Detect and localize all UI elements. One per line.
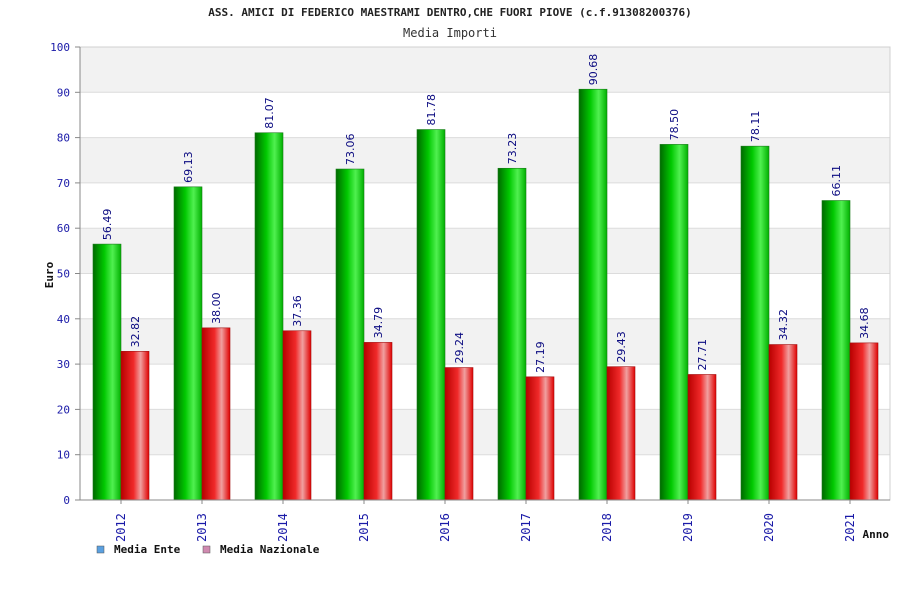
bar-media-nazionale-2014 bbox=[282, 330, 312, 501]
x-tick-label: 2017 bbox=[519, 513, 533, 542]
x-axis: 2012 2013 2014 2015 2016 2017 2018 2019 2020 2021 bbox=[80, 499, 890, 542]
bar-media-nazionale-2013 bbox=[201, 327, 231, 501]
data-labels: 56.49 32.82 69.13 38.00 81.07 37.36 73.06 34.79… bbox=[101, 54, 871, 373]
x-tick-label: 2013 bbox=[195, 513, 209, 542]
data-label: 27.19 bbox=[534, 341, 547, 373]
data-label: 34.32 bbox=[777, 309, 790, 341]
x-tick-label: 2014 bbox=[276, 513, 290, 542]
legend-swatch-media-nazionale bbox=[202, 545, 211, 554]
y-tick-label: 50 bbox=[57, 268, 70, 281]
bar-media-nazionale-2020 bbox=[768, 344, 798, 501]
bar-media-nazionale-2018 bbox=[606, 366, 636, 501]
y-tick-label: 10 bbox=[57, 449, 70, 462]
bar-media-nazionale-2015 bbox=[363, 342, 393, 501]
y-tick-label: 20 bbox=[57, 403, 70, 416]
bar-media-nazionale-2017 bbox=[525, 376, 555, 501]
legend-label-media-nazionale: Media Nazionale bbox=[220, 543, 320, 556]
bar-media-nazionale-2019 bbox=[687, 374, 717, 501]
y-tick-label: 80 bbox=[57, 132, 70, 145]
legend: Media Ente Media Nazionale bbox=[96, 543, 320, 556]
y-tick-label: 40 bbox=[57, 313, 70, 326]
x-tick-label: 2020 bbox=[762, 513, 776, 542]
bar-media-nazionale-2021 bbox=[849, 342, 879, 501]
data-label: 81.07 bbox=[263, 97, 276, 129]
bar-media-ente-2012 bbox=[92, 243, 122, 501]
data-label: 78.11 bbox=[749, 111, 762, 143]
data-label: 69.13 bbox=[182, 151, 195, 183]
legend-label-media-ente: Media Ente bbox=[114, 543, 181, 556]
bar-media-ente-2018 bbox=[578, 88, 608, 501]
bar-media-ente-2014 bbox=[254, 132, 284, 501]
x-tick-label: 2019 bbox=[681, 513, 695, 542]
grid-band bbox=[80, 47, 890, 93]
y-tick-label: 30 bbox=[57, 358, 70, 371]
legend-swatch-media-ente bbox=[96, 545, 105, 554]
bar-media-ente-2017 bbox=[497, 167, 527, 501]
chart-subtitle: Media Importi bbox=[403, 26, 497, 40]
data-label: 56.49 bbox=[101, 209, 114, 241]
x-tick-label: 2018 bbox=[600, 513, 614, 542]
data-label: 29.24 bbox=[453, 332, 466, 364]
bar-media-ente-2020 bbox=[740, 145, 770, 501]
data-label: 81.78 bbox=[425, 94, 438, 126]
data-label: 34.68 bbox=[858, 307, 871, 339]
bar-media-ente-2021 bbox=[821, 200, 851, 501]
bar-media-nazionale-2016 bbox=[444, 367, 474, 501]
x-tick-label: 2015 bbox=[357, 513, 371, 542]
data-label: 27.71 bbox=[696, 339, 709, 371]
data-label: 78.50 bbox=[668, 109, 681, 141]
bar-media-ente-2013 bbox=[173, 186, 203, 501]
bar-media-ente-2015 bbox=[335, 168, 365, 501]
data-label: 38.00 bbox=[210, 292, 223, 324]
y-tick-label: 100 bbox=[50, 41, 70, 54]
bar-media-nazionale-2012 bbox=[120, 351, 150, 501]
x-tick-label: 2016 bbox=[438, 513, 452, 542]
data-label: 34.79 bbox=[372, 307, 385, 339]
y-tick-label: 60 bbox=[57, 222, 70, 235]
x-tick-label: 2012 bbox=[114, 513, 128, 542]
data-label: 37.36 bbox=[291, 295, 304, 327]
data-label: 29.43 bbox=[615, 331, 628, 363]
data-label: 32.82 bbox=[129, 316, 142, 348]
y-axis-label: Euro bbox=[43, 261, 56, 288]
data-label: 90.68 bbox=[587, 54, 600, 86]
x-axis-label: Anno bbox=[863, 528, 890, 541]
data-label: 73.23 bbox=[506, 133, 519, 165]
data-label: 73.06 bbox=[344, 134, 357, 166]
y-tick-label: 70 bbox=[57, 177, 70, 190]
bar-media-ente-2019 bbox=[659, 144, 689, 501]
y-tick-label: 0 bbox=[63, 494, 70, 507]
y-axis: 0 10 20 30 40 50 60 70 80 90 100 bbox=[50, 41, 81, 507]
y-tick-label: 90 bbox=[57, 86, 70, 99]
data-label: 66.11 bbox=[830, 165, 843, 197]
x-tick-label: 2021 bbox=[843, 513, 857, 542]
bars bbox=[92, 88, 879, 501]
chart-title: ASS. AMICI DI FEDERICO MAESTRAMI DENTRO,… bbox=[208, 6, 691, 19]
bar-media-ente-2016 bbox=[416, 129, 446, 501]
